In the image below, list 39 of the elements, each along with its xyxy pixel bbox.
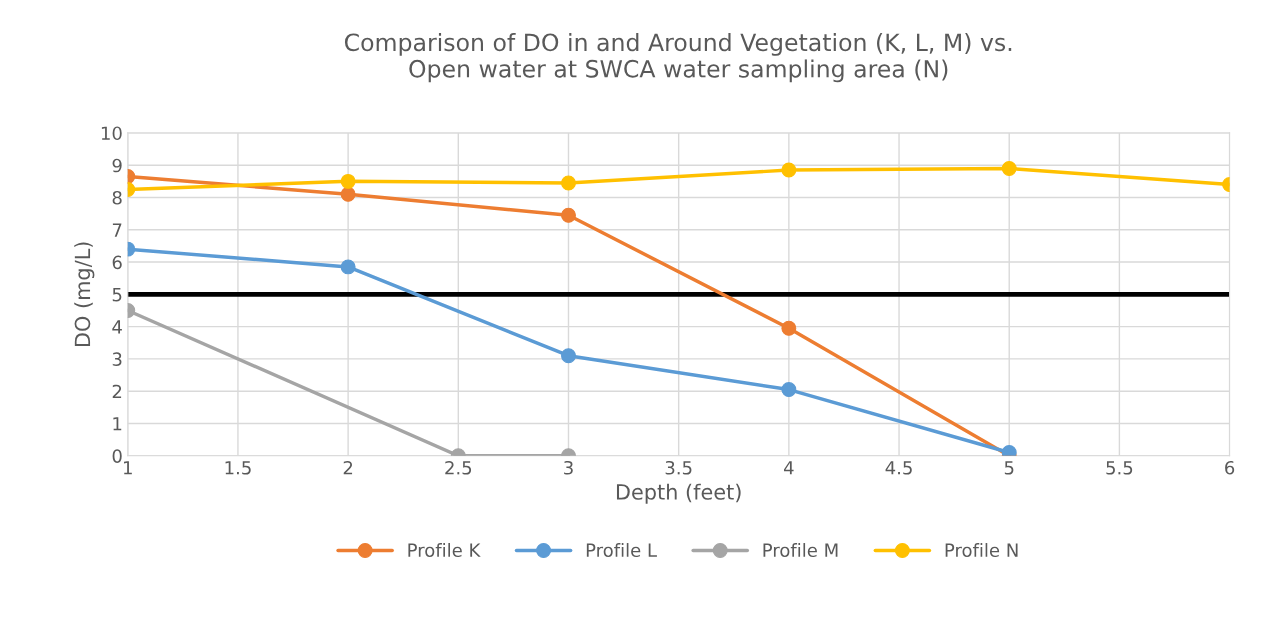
- y-tick-label: 8: [112, 190, 122, 205]
- y-tick-label: 2: [112, 384, 122, 399]
- x-tick-label: 1.5: [225, 461, 251, 475]
- x-tick-label: 5: [1004, 461, 1014, 475]
- y-tick-label: 6: [112, 255, 122, 270]
- point: [781, 162, 797, 178]
- legend-label: Profile M: [763, 543, 838, 558]
- point: [561, 175, 576, 191]
- x-tick-label: 2.5: [445, 460, 472, 475]
- point: [781, 320, 797, 336]
- x-tick-label: 2: [343, 460, 353, 475]
- x-tick-label: 1: [124, 461, 132, 475]
- y-tick-label: 5: [112, 288, 122, 302]
- y-tick-label: 0: [112, 449, 122, 463]
- y-tick-label: 9: [112, 158, 122, 173]
- y-tick-label: 4: [112, 320, 122, 334]
- point: [340, 173, 356, 189]
- x-tick-label: 4: [783, 461, 794, 475]
- x-tick-label: 4.5: [885, 461, 912, 475]
- point: [781, 382, 797, 398]
- point: [340, 259, 356, 275]
- point: [340, 186, 356, 202]
- legend-label: Profile N: [945, 543, 1018, 558]
- legend-label: Profile L: [586, 543, 657, 558]
- x-tick-label: 3.5: [665, 460, 692, 475]
- y-tick-label: 1: [113, 417, 122, 431]
- x-tick-label: 6: [1225, 460, 1235, 475]
- point: [561, 348, 576, 364]
- legend-label: Profile K: [408, 543, 481, 558]
- x-tick-label: 3: [564, 460, 573, 475]
- y-tick-label: 7: [112, 223, 122, 237]
- x-tick-label: 5.5: [1106, 461, 1133, 475]
- y-tick-label: 10: [101, 126, 122, 141]
- point: [561, 207, 576, 223]
- point: [1001, 160, 1017, 176]
- y-tick-label: 3: [112, 352, 122, 367]
- y-axis-title: DO (mg/L): [74, 242, 95, 347]
- chart-title: Comparison of DO in and Around Vegetation (K, L, M) vs. Open water at SWCA water sampling area (N): [344, 32, 1012, 83]
- x-axis-title: Depth (feet): [616, 483, 741, 504]
